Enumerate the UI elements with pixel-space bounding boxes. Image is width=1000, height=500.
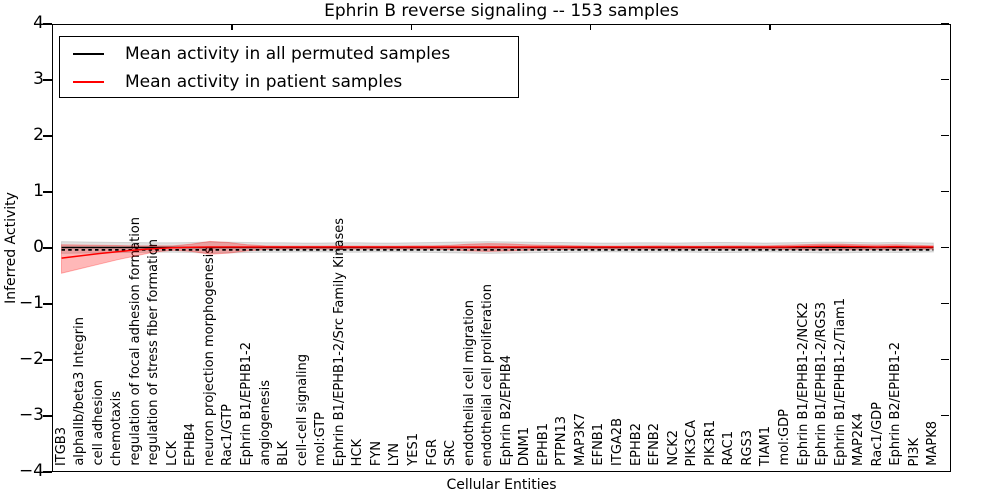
y-tick-left [43,23,52,25]
y-tick-label: 1 [33,181,44,201]
legend-label-patient: Mean activity in patient samples [125,72,403,92]
top-tick [769,25,771,30]
y-tick-left [43,359,52,361]
legend-entry-permuted: Mean activity in all permuted samples [73,40,518,68]
y-tick-right [941,246,949,249]
plot-canvas [61,240,934,274]
y-tick-left [43,191,52,193]
y-tick-left [43,247,52,249]
x-axis-label: Cellular Entities [446,477,557,493]
top-tick [589,25,592,30]
y-tick-label: 2 [33,125,44,145]
patient-mean-line [61,245,934,259]
y-tick-right [941,358,949,361]
y-tick-label: −4 [18,461,44,481]
y-tick-label: 3 [33,69,44,89]
y-tick-label: 0 [33,237,44,257]
legend: Mean activity in all permuted samples Me… [59,36,519,98]
top-tick [231,25,233,30]
legend-line-patient-icon [73,81,104,83]
y-tick-label: −3 [18,405,44,425]
y-tick-left [43,79,52,81]
plot-area: ITGB3 alphaIIb/beta3 Integrin cell adhesio… [52,22,951,473]
legend-line-permuted-icon [73,53,104,55]
y-tick-right [941,134,949,137]
y-tick-right [941,22,949,25]
y-tick-left [43,471,52,473]
y-tick-right [941,78,949,81]
y-tick-right [941,470,949,473]
y-tick-left [43,415,52,417]
chart-title: Ephrin B reverse signaling -- 153 sample… [324,1,679,21]
y-tick-right [941,190,949,193]
top-tick [410,25,413,30]
y-tick-label: −1 [18,293,44,313]
y-tick-left [43,135,52,137]
legend-label-permuted: Mean activity in all permuted samples [125,44,451,64]
y-tick-right [941,414,949,417]
y-tick-label: 4 [33,13,44,33]
y-tick-left [43,303,52,305]
legend-entry-patient: Mean activity in patient samples [73,68,518,96]
y-tick-right [941,302,949,305]
y-tick-label: −2 [18,349,44,369]
